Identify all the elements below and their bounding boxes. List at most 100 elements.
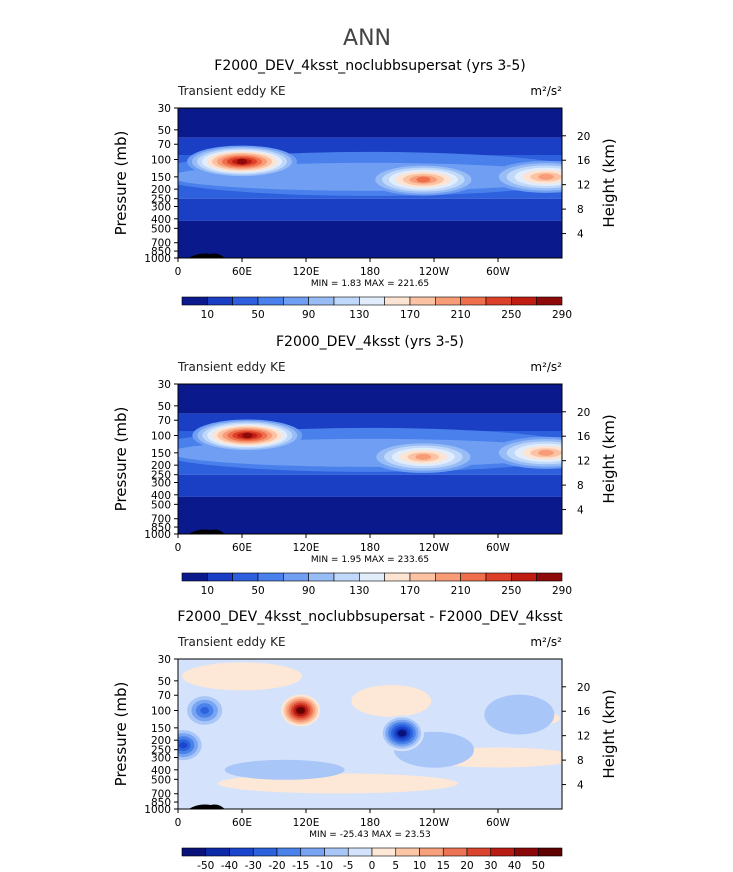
figure-title: ANN <box>343 26 391 51</box>
y-tick-label: 850 <box>151 797 171 809</box>
y-axis-label: Pressure (mb) <box>112 407 130 512</box>
colorbar-swatch <box>207 572 233 582</box>
colorbar-label: 250 <box>501 585 521 597</box>
units-label: m²/s² <box>530 360 562 374</box>
y2-axis-label: Height (km) <box>600 414 618 503</box>
colorbar-swatch <box>371 847 397 857</box>
colorbar-swatch <box>460 296 487 306</box>
y-tick-label: 500 <box>151 774 171 786</box>
colorbar-label: 5 <box>392 860 399 872</box>
y-tick-label: 1000 <box>144 529 171 541</box>
y-tick-label: 200 <box>151 735 171 747</box>
colorbar-label: 10 <box>201 309 214 321</box>
y2-tick-label: 20 <box>577 131 590 143</box>
colorbar-swatch <box>300 847 325 857</box>
chart-title: F2000_DEV_4ksst (yrs 3-5) <box>276 334 464 350</box>
y-tick-label: 700 <box>151 789 171 801</box>
x-tick-label: 180 <box>360 817 380 829</box>
colorbar-swatch <box>232 296 259 306</box>
y-tick-label: 30 <box>158 654 171 666</box>
colorbar-swatch <box>276 847 302 857</box>
y2-tick-label: 16 <box>577 155 591 167</box>
colorbar-label: -30 <box>245 860 262 872</box>
extremum-contour <box>296 707 305 714</box>
colorbar-swatch <box>252 847 278 857</box>
extremum-contour <box>538 173 554 180</box>
colorbar-label: 50 <box>251 309 264 321</box>
contour-field <box>178 659 562 809</box>
colorbar-swatch <box>460 572 487 582</box>
colorbar-label: 290 <box>552 309 572 321</box>
colorbar-swatch <box>347 847 373 857</box>
topography-mask <box>188 529 225 534</box>
y2-tick-label: 12 <box>577 456 590 468</box>
y-tick-label: 250 <box>151 470 171 482</box>
y2-tick-label: 20 <box>577 407 590 419</box>
extremum-contour <box>237 158 247 165</box>
colorbar-swatch <box>490 847 515 857</box>
colorbar-swatch <box>485 572 512 582</box>
y-tick-label: 30 <box>158 379 171 391</box>
x-tick-label: 120E <box>293 817 320 829</box>
y2-tick-label: 8 <box>577 480 584 492</box>
y-axis-label: Pressure (mb) <box>112 131 130 236</box>
colorbar-swatch <box>324 847 349 857</box>
x-tick-label: 0 <box>175 817 182 829</box>
x-tick-label: 120W <box>419 266 450 278</box>
colorbar-label: -10 <box>316 860 333 872</box>
colorbar-label: 90 <box>302 309 315 321</box>
y-tick-label: 250 <box>151 194 171 206</box>
y2-tick-label: 8 <box>577 755 584 767</box>
colorbar-label: 30 <box>484 860 497 872</box>
colorbar-label: 0 <box>369 860 376 872</box>
x-tick-label: 120W <box>419 542 450 554</box>
x-tick-label: 60W <box>486 266 510 278</box>
chart-subtitle: Transient eddy KE <box>177 360 286 374</box>
y-tick-label: 200 <box>151 184 171 196</box>
extremum-contour <box>415 453 432 460</box>
x-tick-label: 180 <box>360 542 380 554</box>
colorbar-swatch <box>485 296 512 306</box>
contour-field <box>178 384 562 534</box>
y-tick-label: 200 <box>151 460 171 472</box>
colorbar-label: 20 <box>460 860 473 872</box>
colorbar-label: 170 <box>400 309 420 321</box>
y2-axis-label: Height (km) <box>600 689 618 778</box>
y2-tick-label: 16 <box>577 431 591 443</box>
colorbar-label: 130 <box>349 585 369 597</box>
colorbar-label: 250 <box>501 309 521 321</box>
colorbar-swatch <box>384 572 411 582</box>
y-tick-label: 400 <box>151 490 171 502</box>
colorbar-label: -20 <box>268 860 285 872</box>
y-tick-label: 300 <box>151 752 171 764</box>
colorbar-swatch <box>435 296 461 306</box>
colorbar-swatch <box>395 847 420 857</box>
y2-tick-label: 12 <box>577 731 590 743</box>
colorbar-swatch <box>537 847 563 857</box>
colorbar-swatch <box>359 572 385 582</box>
y2-tick-label: 8 <box>577 204 584 216</box>
colorbar-swatch <box>409 572 436 582</box>
y-tick-label: 70 <box>158 415 171 427</box>
colorbar-swatch <box>333 296 360 306</box>
colorbar-label: 170 <box>400 585 420 597</box>
extremum-contour <box>242 432 253 439</box>
colorbar-swatch <box>466 847 492 857</box>
colorbar-swatch <box>257 572 284 582</box>
y-tick-label: 50 <box>158 676 171 688</box>
y-tick-label: 50 <box>158 125 171 137</box>
x-tick-label: 60W <box>486 542 510 554</box>
y-tick-label: 300 <box>151 477 171 489</box>
colorbar-swatch <box>229 847 254 857</box>
colorbar-swatch <box>283 296 309 306</box>
extremum-contour <box>416 176 431 183</box>
topography-mask <box>188 804 225 809</box>
colorbar-swatch <box>511 296 537 306</box>
colorbar-label: 290 <box>552 585 572 597</box>
extremum-contour <box>200 706 210 715</box>
colorbar-label: 10 <box>201 585 214 597</box>
colorbar-label: 50 <box>251 585 264 597</box>
colorbar-label: -50 <box>197 860 214 872</box>
y-tick-label: 70 <box>158 139 171 151</box>
min-max-label: MIN = 1.83 MAX = 221.65 <box>311 279 429 289</box>
